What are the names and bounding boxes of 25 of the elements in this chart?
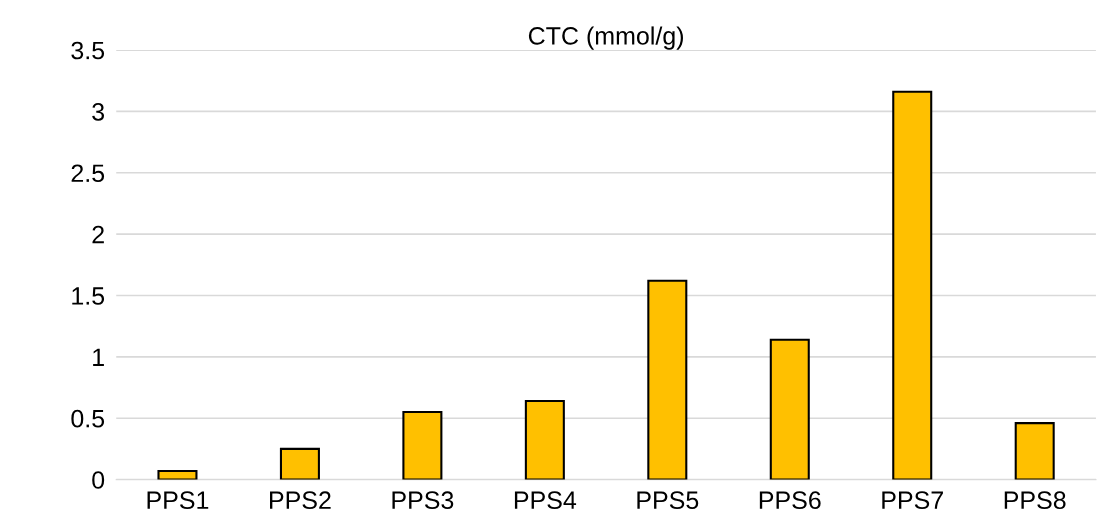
bar bbox=[647, 279, 688, 480]
x-tick-label: PPS1 bbox=[147, 491, 209, 510]
y-tick-label: 1 bbox=[93, 348, 104, 366]
x-tick-label: PPS7 bbox=[882, 491, 943, 510]
bar bbox=[1014, 422, 1055, 480]
x-tick-label: PPS6 bbox=[759, 491, 821, 510]
y-tick-label: 3 bbox=[92, 103, 105, 121]
y-tick-label: 3.5 bbox=[71, 41, 105, 60]
y-tick-label: 0 bbox=[92, 471, 105, 489]
x-tick-label: PPS4 bbox=[514, 491, 577, 510]
x-tick-label: PPS3 bbox=[392, 491, 454, 510]
y-tick-label: 2.5 bbox=[71, 164, 105, 183]
x-tick-label: PPS5 bbox=[637, 491, 699, 510]
bar bbox=[524, 399, 565, 480]
x-tick-label: PPS8 bbox=[1004, 491, 1066, 510]
bar bbox=[279, 447, 320, 480]
bar bbox=[157, 469, 198, 480]
x-tick-label: PPS2 bbox=[270, 491, 331, 510]
chart-title: CTC (mmol/g) bbox=[528, 26, 683, 50]
y-tick-label: 1.5 bbox=[72, 287, 105, 305]
bar bbox=[769, 338, 810, 480]
bar bbox=[892, 90, 933, 480]
y-tick-label: 0.5 bbox=[71, 409, 105, 428]
bar bbox=[402, 411, 443, 480]
y-tick-label: 2 bbox=[92, 225, 104, 244]
